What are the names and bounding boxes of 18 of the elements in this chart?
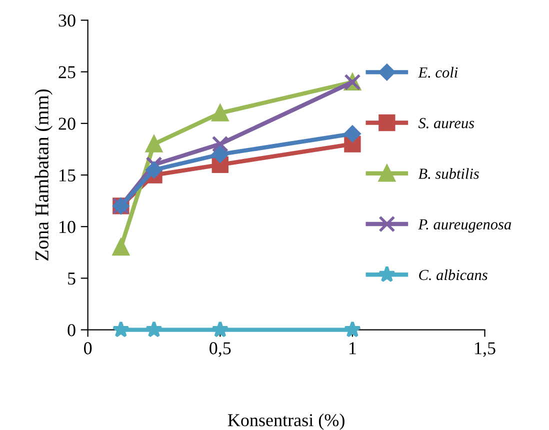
legend-label: B. subtilis (418, 168, 479, 179)
y-tick-label: 20 (58, 118, 76, 130)
x-tick-label: 1 (350, 342, 356, 354)
y-tick-label: 25 (58, 66, 76, 78)
x-axis-title: Konsentrasi (%) (228, 414, 344, 430)
y-tick-label: 10 (60, 220, 76, 234)
y-tick-label: 5 (68, 272, 76, 285)
legend-label: E. coli (418, 66, 458, 78)
x-tick-label: 1,5 (475, 342, 496, 357)
y-tick-label: 0 (68, 324, 76, 336)
y-tick-label: 30 (58, 14, 76, 27)
y-tick-label: 15 (60, 169, 76, 182)
x-tick-label: 0 (84, 342, 92, 354)
legend-label: C. albicans (419, 269, 488, 280)
y-axis-title: Zona Hambatan (mm) (34, 89, 52, 260)
legend-label: P. aureugenosa (418, 219, 512, 233)
x-tick-label: 0,5 (210, 342, 231, 357)
legend-label: S. aureus (418, 118, 474, 128)
